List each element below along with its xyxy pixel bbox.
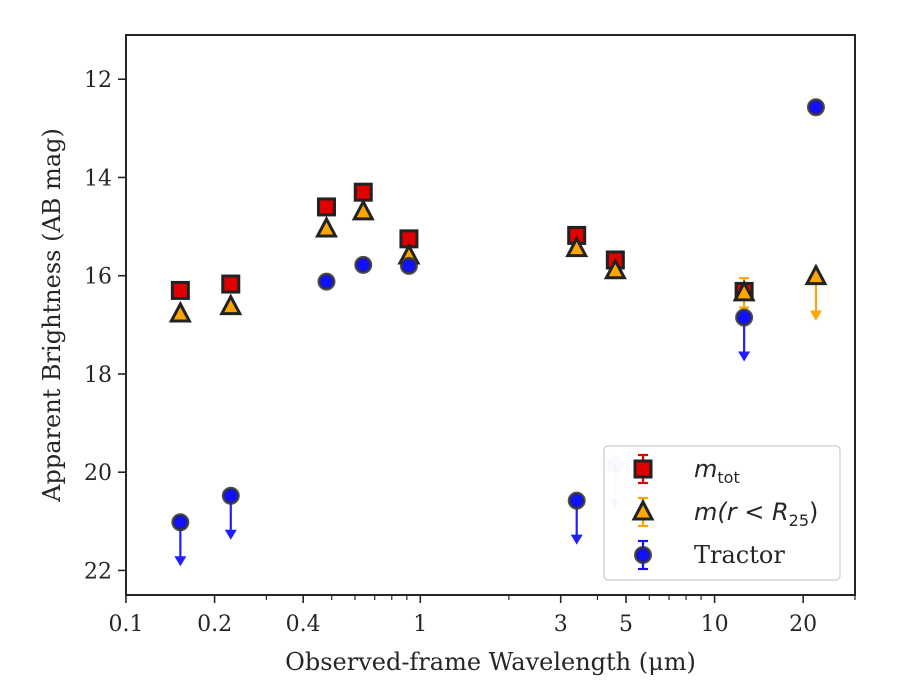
data-point-triangle — [351, 198, 375, 221]
data-point-square — [353, 182, 373, 202]
data-point-triangle — [168, 300, 192, 323]
data-point-square — [221, 274, 241, 294]
data-point-triangle — [732, 279, 756, 302]
legend: mtot m(r < R25) Tractor — [603, 445, 841, 581]
x-tick-label: 5 — [619, 612, 633, 637]
y-tick-label: 16 — [84, 265, 112, 290]
data-point-square — [170, 280, 190, 300]
upper-limit-arrowhead — [809, 310, 822, 321]
y-tick-label: 20 — [84, 461, 112, 486]
y-tick-label: 12 — [84, 68, 112, 93]
data-point-triangle — [314, 215, 338, 238]
x-tick-label: 1 — [413, 612, 427, 637]
x-axis-ticks: 0.1 0.2 0.4 1 3 5 10 20 — [109, 595, 856, 637]
y-axis-label: Apparent Brightness (AB mag) — [38, 128, 66, 503]
x-tick-label: 0.1 — [109, 612, 144, 637]
x-axis-label: Observed-frame Wavelength (μm) — [285, 648, 696, 676]
legend-label: m(r < R25) — [694, 498, 818, 530]
data-point-square — [316, 197, 336, 217]
legend-marker-triangle — [631, 498, 655, 521]
legend-box — [603, 445, 841, 581]
x-tick-label: 20 — [789, 612, 817, 637]
upper-limit-arrowhead — [570, 534, 583, 545]
x-tick-label: 0.4 — [286, 612, 321, 637]
legend-marker-circle — [634, 546, 652, 564]
data-point-triangle — [219, 293, 243, 316]
x-tick-label: 0.2 — [197, 612, 232, 637]
x-tick-label: 3 — [554, 612, 568, 637]
legend-label: Tractor — [694, 541, 785, 569]
upper-limit-arrowhead — [738, 351, 751, 362]
upper-limit-arrowhead — [224, 529, 237, 540]
data-point-triangle — [804, 263, 828, 286]
y-tick-label: 14 — [84, 166, 112, 191]
upper-limit-arrowhead — [174, 556, 187, 567]
axes-frame — [125, 34, 856, 596]
x-tick-label: 10 — [701, 612, 729, 637]
data-point-triangle — [603, 257, 627, 280]
y-axis-ticks: 12 14 16 18 20 22 — [84, 68, 126, 584]
y-tick-label: 18 — [84, 363, 112, 388]
legend-marker-square — [633, 459, 653, 479]
legend-label: mtot — [694, 455, 740, 487]
y-tick-label: 22 — [84, 559, 112, 584]
data-point-triangle — [565, 235, 589, 258]
